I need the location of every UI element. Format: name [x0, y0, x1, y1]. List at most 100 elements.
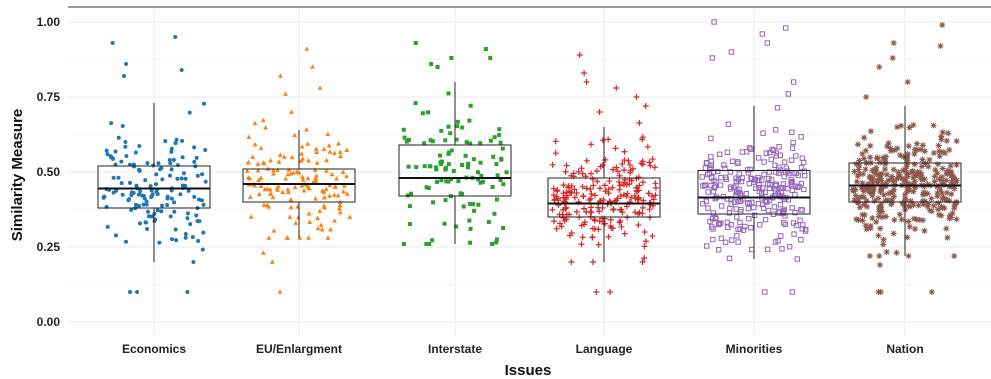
data-point: [713, 216, 719, 222]
data-point: [455, 124, 460, 129]
data-point: [874, 179, 881, 186]
data-point: [890, 186, 897, 193]
data-point: [435, 65, 440, 69]
data-point: [127, 290, 132, 294]
iqr-box: [697, 170, 811, 215]
data-point: [708, 224, 715, 230]
data-point: [799, 226, 805, 232]
data-point: [700, 183, 706, 189]
data-point: [583, 185, 590, 192]
data-point: [890, 188, 897, 195]
data-point: [904, 151, 911, 158]
data-point: [911, 151, 918, 158]
data-point: [401, 127, 406, 132]
data-point: [431, 200, 436, 205]
data-point: [748, 175, 754, 182]
data-point: [332, 218, 337, 223]
data-point: [781, 159, 788, 165]
data-point: [894, 124, 901, 131]
data-point: [905, 203, 912, 210]
data-point: [763, 150, 770, 156]
data-point: [761, 159, 767, 165]
data-point: [735, 239, 741, 245]
data-point: [782, 221, 788, 228]
data-point: [291, 170, 296, 175]
data-point: [866, 187, 873, 194]
data-point: [736, 186, 742, 193]
data-point: [861, 134, 868, 141]
data-point: [903, 154, 910, 161]
data-point: [916, 216, 923, 223]
data-point: [751, 212, 758, 218]
data-point: [649, 233, 656, 240]
data-point: [468, 103, 473, 108]
data-point: [951, 205, 958, 212]
data-point: [328, 226, 333, 232]
data-point: [642, 238, 649, 245]
data-point: [583, 79, 590, 85]
data-point: [906, 124, 913, 131]
data-point: [113, 233, 118, 238]
data-point: [951, 185, 958, 192]
data-point: [788, 176, 794, 183]
data-point: [266, 235, 272, 240]
data-point: [851, 168, 858, 175]
data-point: [872, 170, 879, 177]
data-point: [439, 128, 444, 133]
data-point: [852, 192, 859, 199]
iqr-box: [242, 168, 356, 203]
data-point: [114, 188, 119, 193]
data-point: [593, 168, 600, 175]
data-point: [261, 117, 266, 123]
data-point: [705, 205, 711, 211]
data-point: [113, 149, 118, 154]
data-point: [160, 203, 165, 208]
x-tick-label: Interstate: [428, 342, 482, 356]
data-point: [647, 162, 654, 169]
data-point: [773, 169, 779, 175]
data-point: [179, 176, 184, 181]
data-point: [866, 173, 873, 180]
data-point: [347, 214, 353, 219]
data-point: [766, 175, 772, 182]
data-point: [614, 195, 621, 202]
data-point: [628, 177, 635, 184]
data-point: [735, 226, 741, 233]
data-point: [185, 211, 190, 216]
data-point: [930, 149, 937, 156]
data-point: [449, 56, 454, 60]
data-point: [769, 177, 775, 183]
data-point: [714, 168, 721, 175]
data-point: [884, 197, 891, 204]
data-point: [464, 140, 469, 145]
x-tick-label: Language: [576, 342, 633, 356]
data-point: [895, 174, 902, 181]
data-point: [749, 199, 755, 206]
data-point: [885, 190, 892, 197]
data-point: [871, 197, 878, 204]
data-point: [261, 202, 267, 207]
data-point: [866, 189, 873, 196]
data-point: [902, 195, 909, 202]
data-point: [626, 181, 633, 188]
data-point: [897, 152, 904, 159]
data-point: [867, 142, 874, 149]
data-point: [926, 207, 933, 214]
data-point: [865, 180, 872, 187]
data-point: [133, 150, 138, 155]
data-point: [427, 242, 432, 246]
data-point: [157, 240, 162, 245]
data-point: [896, 211, 903, 218]
data-point: [324, 168, 329, 173]
data-point: [116, 135, 121, 140]
data-point: [334, 176, 339, 181]
data-point: [887, 147, 894, 154]
data-point: [762, 216, 769, 223]
data-point: [891, 216, 898, 223]
data-point: [554, 187, 561, 194]
data-point: [203, 179, 208, 184]
data-point: [649, 156, 656, 163]
data-point: [876, 253, 883, 259]
data-point: [443, 198, 448, 203]
